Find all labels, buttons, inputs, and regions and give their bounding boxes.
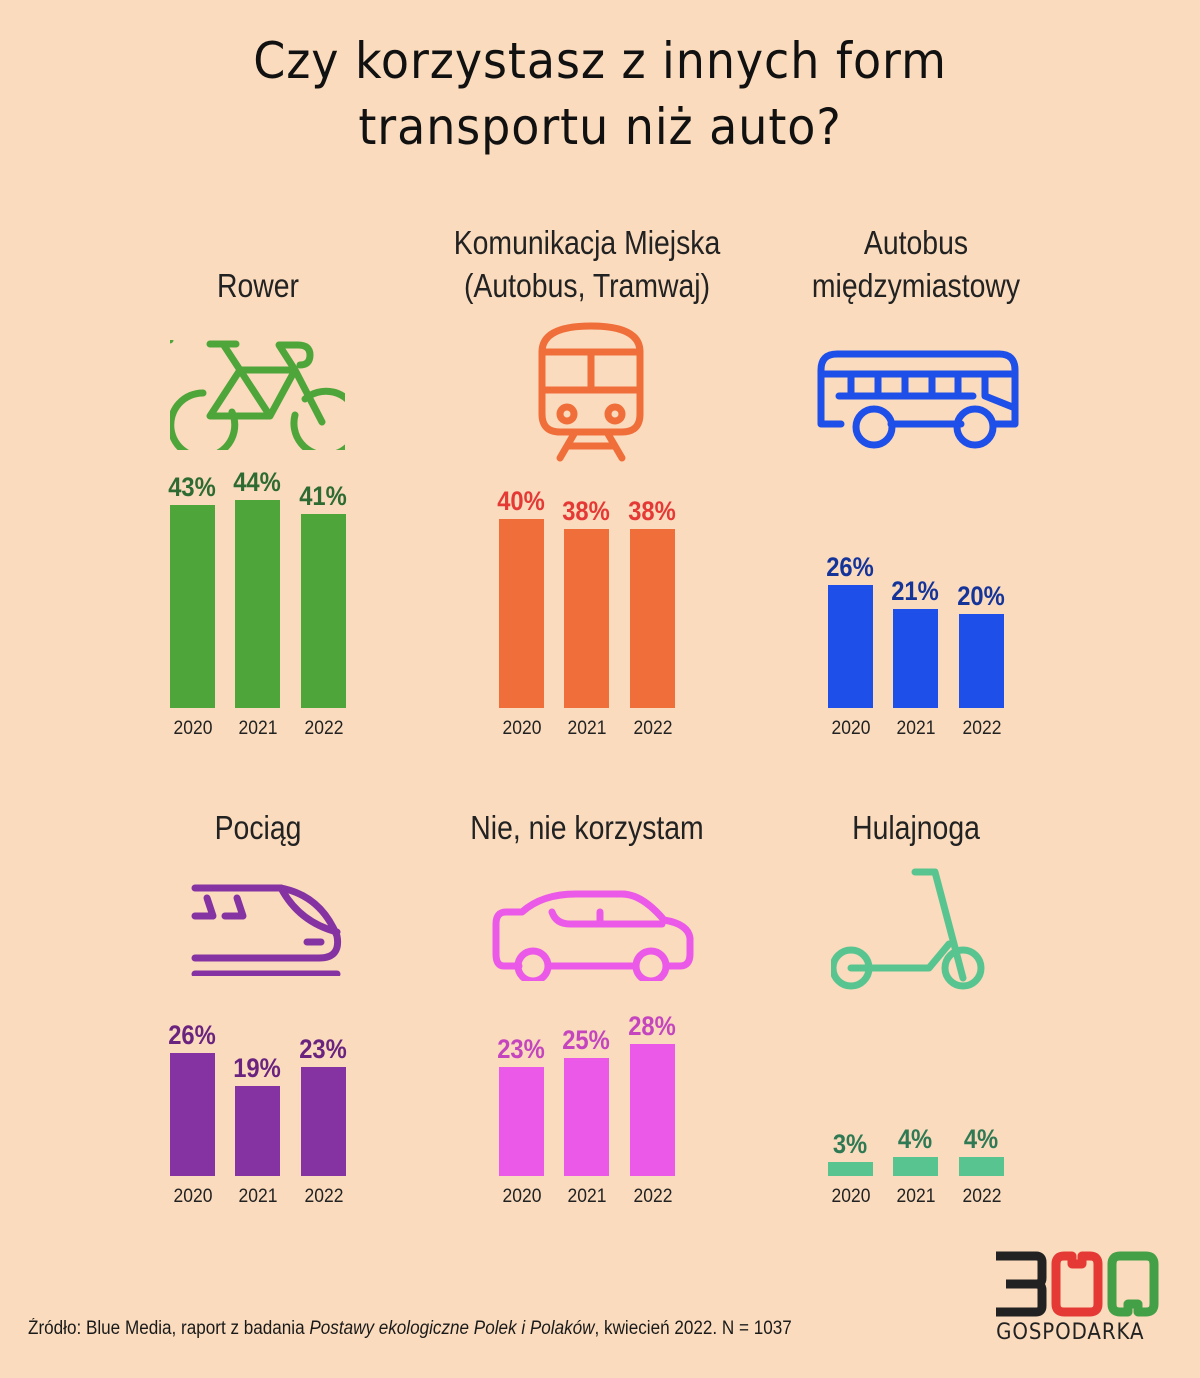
bar-value-label: 41% bbox=[299, 481, 347, 511]
bar-2020 bbox=[170, 1053, 215, 1176]
bar-value-label: 20% bbox=[957, 581, 1005, 611]
bar-value-label: 44% bbox=[233, 467, 281, 497]
logo-300-icon bbox=[996, 1251, 1159, 1317]
panel-title: Nie, nie korzystam bbox=[470, 809, 704, 846]
source-suffix: , kwiecień 2022. N = 1037 bbox=[594, 1318, 792, 1339]
year-label: 2021 bbox=[238, 718, 278, 739]
train-icon bbox=[181, 876, 346, 981]
year-label: 2022 bbox=[633, 1186, 673, 1207]
bar-2020 bbox=[499, 1067, 544, 1176]
year-label: 2021 bbox=[896, 718, 936, 739]
year-label: 2021 bbox=[567, 718, 607, 739]
bar-2022 bbox=[959, 614, 1004, 708]
bar-2021 bbox=[235, 500, 280, 708]
bar-value-label: 26% bbox=[826, 552, 874, 582]
bar-value-label: 23% bbox=[299, 1034, 347, 1064]
logo-text: GOSPODARKA bbox=[996, 1320, 1145, 1345]
panel-title: Autobus bbox=[863, 224, 969, 261]
bar-value-label: 25% bbox=[562, 1025, 610, 1055]
bar-2022 bbox=[959, 1157, 1004, 1176]
scooter-icon bbox=[829, 866, 996, 996]
year-label: 2020 bbox=[831, 718, 871, 739]
source-report-title: Postawy ekologiczne Polek i Polaków bbox=[309, 1318, 595, 1339]
bar-value-label: 40% bbox=[497, 486, 545, 516]
bar-2020 bbox=[170, 505, 215, 708]
bicycle-icon bbox=[166, 336, 362, 461]
car-icon bbox=[492, 886, 697, 986]
bar-2020 bbox=[828, 1162, 873, 1176]
year-label: 2022 bbox=[962, 718, 1002, 739]
panel-title: międzymiastowy bbox=[811, 267, 1021, 304]
source-prefix: Źródło: Blue Media, raport z badania bbox=[28, 1318, 310, 1339]
year-label: 2021 bbox=[896, 1186, 936, 1207]
bar-2022 bbox=[630, 1044, 675, 1176]
bar-value-label: 3% bbox=[832, 1129, 868, 1159]
year-label: 2021 bbox=[238, 1186, 278, 1207]
year-label: 2022 bbox=[304, 718, 344, 739]
bar-2021 bbox=[893, 609, 938, 708]
year-label: 2020 bbox=[502, 718, 542, 739]
logo-300gospodarka: GOSPODARKA bbox=[992, 1250, 1172, 1345]
infographic-title: Czy korzystasz z innych form transportu … bbox=[48, 28, 1152, 160]
bar-value-label: 43% bbox=[168, 472, 216, 502]
bar-2020 bbox=[499, 519, 544, 708]
panel-title: (Autobus, Tramwaj) bbox=[463, 267, 711, 304]
year-label: 2020 bbox=[173, 1186, 213, 1207]
source-note: Źródło: Blue Media, raport z badania Pos… bbox=[28, 1318, 792, 1340]
bar-value-label: 4% bbox=[963, 1124, 999, 1154]
bar-2022 bbox=[630, 529, 675, 708]
panel-title: Hulajnoga bbox=[852, 809, 980, 846]
year-label: 2020 bbox=[173, 718, 213, 739]
bar-value-label: 38% bbox=[562, 496, 610, 526]
title-line-2: transportu niż auto? bbox=[358, 98, 842, 156]
bar-2021 bbox=[564, 529, 609, 708]
bar-value-label: 21% bbox=[891, 576, 939, 606]
bar-value-label: 38% bbox=[628, 496, 676, 526]
panel-title: Rower bbox=[216, 267, 299, 304]
bar-2022 bbox=[301, 514, 346, 708]
year-label: 2022 bbox=[633, 718, 673, 739]
bar-2020 bbox=[828, 585, 873, 708]
title-line-1: Czy korzystasz z innych form bbox=[253, 32, 947, 90]
tram-icon bbox=[534, 322, 648, 472]
bar-value-label: 19% bbox=[233, 1053, 281, 1083]
bar-2021 bbox=[893, 1157, 938, 1176]
bar-2022 bbox=[301, 1067, 346, 1176]
bar-value-label: 26% bbox=[168, 1020, 216, 1050]
bar-2021 bbox=[564, 1058, 609, 1176]
panel-title: Komunikacja Miejska bbox=[453, 224, 721, 261]
bar-2021 bbox=[235, 1086, 280, 1176]
year-label: 2021 bbox=[567, 1186, 607, 1207]
year-label: 2020 bbox=[831, 1186, 871, 1207]
bar-value-label: 4% bbox=[897, 1124, 933, 1154]
bar-value-label: 23% bbox=[497, 1034, 545, 1064]
year-label: 2022 bbox=[304, 1186, 344, 1207]
bar-value-label: 28% bbox=[628, 1011, 676, 1041]
bus-icon bbox=[815, 348, 1020, 458]
panel-title: Pociąg bbox=[214, 809, 302, 846]
year-label: 2022 bbox=[962, 1186, 1002, 1207]
year-label: 2020 bbox=[502, 1186, 542, 1207]
